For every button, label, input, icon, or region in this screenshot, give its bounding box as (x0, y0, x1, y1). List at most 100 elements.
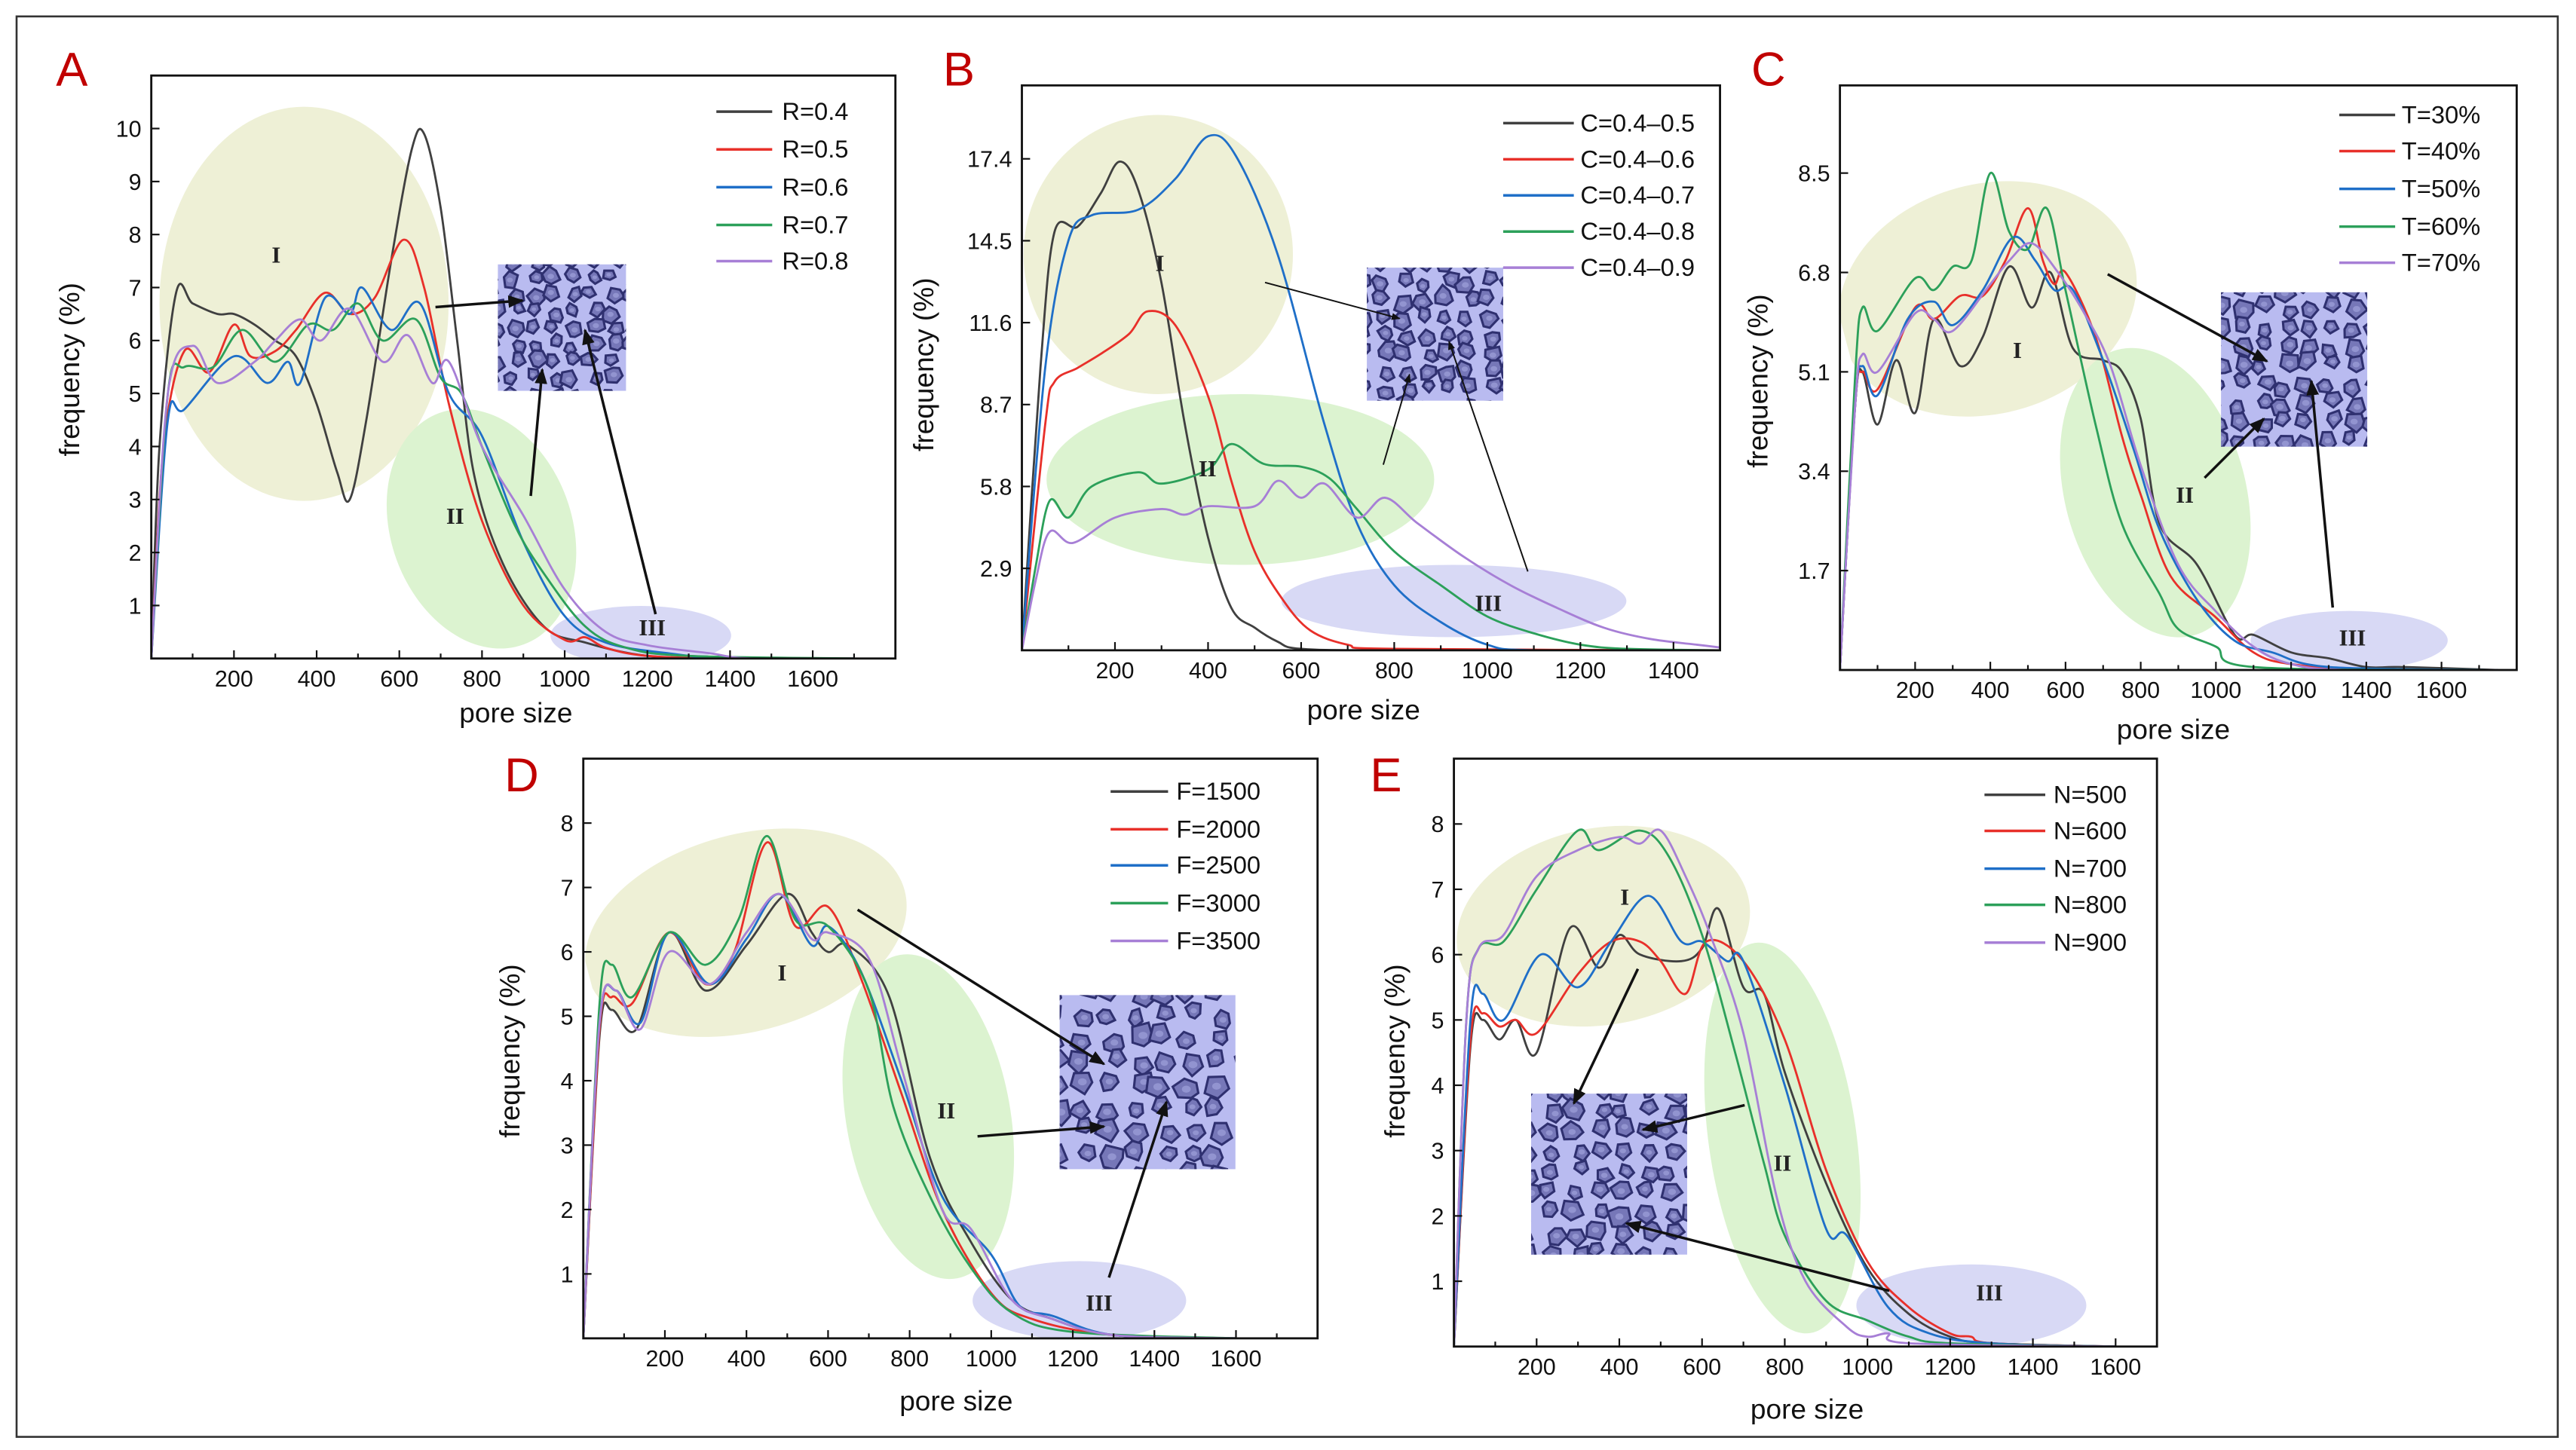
series-line-n-700 (1453, 895, 2116, 1347)
legend-label: C=0.4–0.5 (1580, 109, 1695, 136)
y-tick-label: 5.8 (980, 474, 1012, 500)
region-label: II (1773, 1151, 1791, 1176)
region-label: II (1199, 456, 1217, 482)
region-label: III (2339, 625, 2366, 650)
legend-label: R=0.6 (782, 173, 848, 200)
legend-label: F=2000 (1176, 815, 1260, 843)
x-tick-label: 1200 (622, 666, 673, 692)
region-label: III (1475, 591, 1502, 616)
y-tick-label: 2 (1432, 1204, 1444, 1229)
x-tick-label: 400 (727, 1346, 766, 1372)
annotation-arrow (1382, 373, 1411, 465)
legend-label: R=0.5 (782, 135, 848, 163)
region-3-ellipse (973, 1261, 1187, 1338)
annotation-arrow (856, 908, 1106, 1066)
legend-label: C=0.4–0.9 (1580, 253, 1695, 281)
y-tick-label: 1 (561, 1262, 574, 1287)
pore-structure-image (1530, 1094, 1687, 1255)
region-label: III (639, 615, 666, 641)
y-tick-label: 8 (129, 222, 142, 248)
region-label: II (937, 1098, 955, 1124)
y-axis-label: frequency (%) (494, 964, 525, 1138)
y-tick-label: 4 (1432, 1073, 1444, 1099)
region-label: III (1976, 1280, 2003, 1306)
x-tick-label: 600 (380, 666, 418, 692)
series-line-f-3000 (583, 834, 1236, 1338)
x-axis-label: pore size (1307, 693, 1420, 725)
legend: T=30% T=40% T=50% T=60% T=70% (2339, 100, 2480, 277)
region-label: I (271, 243, 280, 268)
annotation-arrow (529, 368, 547, 497)
legend: R=0.4 R=0.5 R=0.6 R=0.7 R=0.8 (716, 97, 848, 274)
series-line-r-0-8 (151, 307, 854, 659)
region-2-ellipse (386, 408, 577, 649)
annotation-arrow (582, 328, 657, 615)
x-tick-label: 200 (1096, 658, 1135, 684)
plot-frame (1453, 757, 2158, 1348)
region-label: I (1620, 885, 1629, 910)
x-tick-label: 1600 (2090, 1354, 2141, 1380)
y-tick-label: 8.5 (1798, 161, 1830, 187)
x-tick-label: 1600 (2416, 678, 2467, 703)
x-axis-label: pore size (459, 697, 572, 729)
series-line-n-900 (1453, 828, 2116, 1347)
legend: F=1500 F=2000 F=2500 F=3000 F=3500 (1110, 777, 1260, 954)
y-tick-label: 17.4 (967, 147, 1012, 173)
pore-structure-image (1367, 268, 1503, 401)
x-tick-label: 600 (1282, 658, 1320, 684)
legend-label: N=500 (2054, 780, 2127, 808)
legend: C=0.4–0.5 C=0.4–0.6 C=0.4–0.7 C=0.4–0.8 C=0.… (1502, 109, 1695, 281)
x-tick-label: 1600 (787, 666, 838, 692)
x-tick-label: 600 (809, 1346, 847, 1372)
x-tick-label: 1200 (1554, 658, 1606, 684)
region-2-ellipse (1704, 942, 1861, 1334)
x-tick-label: 600 (2046, 678, 2084, 703)
annotation-arrow (435, 295, 525, 309)
x-tick-label: 200 (1896, 678, 1934, 703)
x-tick-label: 400 (298, 666, 336, 692)
x-tick-label: 1200 (1925, 1354, 1976, 1380)
y-tick-label: 4 (129, 434, 142, 460)
series-line-t-50- (1839, 235, 2498, 671)
x-tick-label: 400 (1971, 678, 2010, 703)
series-line-n-600 (1453, 937, 2116, 1347)
region-3-ellipse (1281, 564, 1627, 638)
x-tick-label: 800 (463, 666, 501, 692)
y-tick-label: 3 (1432, 1139, 1444, 1164)
y-tick-label: 5 (129, 381, 142, 407)
y-tick-label: 11.6 (969, 310, 1012, 336)
legend-label: F=3000 (1176, 889, 1260, 916)
legend-label: C=0.4–0.7 (1580, 181, 1695, 209)
y-tick-label: 2 (561, 1198, 574, 1223)
y-tick-label: 6.8 (1798, 260, 1830, 286)
series-line-t-60- (1839, 172, 2498, 671)
y-tick-label: 3 (129, 488, 142, 513)
legend-label: R=0.4 (782, 97, 848, 125)
y-tick-label: 8 (561, 811, 574, 837)
legend-label: R=0.7 (782, 210, 848, 238)
series-line-t-30- (1839, 265, 2498, 671)
y-axis-label: frequency (%) (1379, 964, 1411, 1138)
annotation-arrow (2306, 379, 2335, 608)
legend-label: T=30% (2402, 100, 2480, 128)
y-tick-label: 6 (129, 329, 142, 354)
pore-structure-image (2221, 292, 2368, 447)
region-1-ellipse (1023, 115, 1294, 394)
x-tick-label: 800 (2121, 678, 2160, 703)
panel-letter: B (943, 43, 975, 96)
x-tick-label: 800 (1766, 1354, 1804, 1380)
series-line-c-0-4-0-7 (1022, 133, 1720, 650)
y-tick-label: 2 (129, 540, 142, 566)
region-1-ellipse (159, 106, 449, 501)
x-tick-label: 200 (215, 666, 253, 692)
legend-label: T=50% (2402, 174, 2480, 202)
x-tick-label: 400 (1600, 1354, 1639, 1380)
panel-letter: A (56, 43, 88, 96)
region-2-ellipse (2060, 347, 2251, 638)
legend-label: T=40% (2402, 136, 2480, 164)
pore-structure-image (1059, 995, 1236, 1170)
